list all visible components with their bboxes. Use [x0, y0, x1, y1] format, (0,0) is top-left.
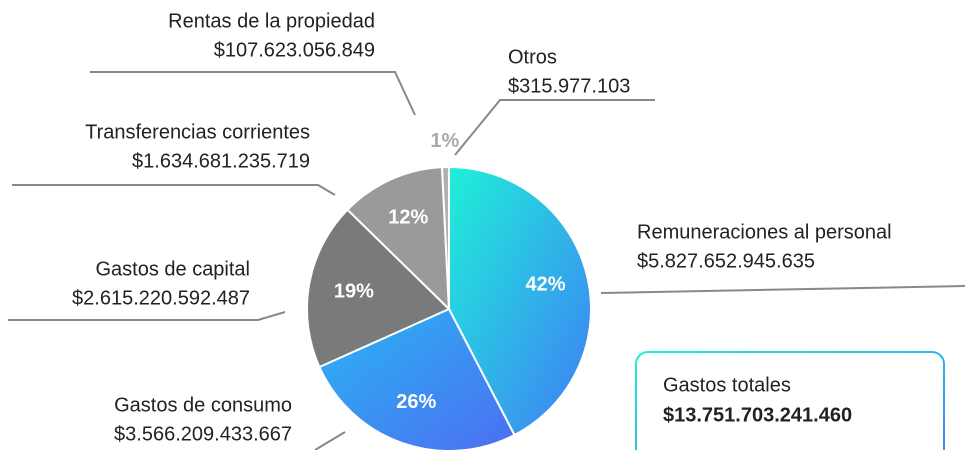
leader-line: [12, 184, 336, 196]
slice-amount: $107.623.056.849: [214, 39, 375, 61]
pie-slice: [306, 208, 451, 369]
slice-percent: 19%: [334, 280, 374, 302]
pie-slice: [318, 307, 516, 450]
slice-amount: $315.977.103: [508, 75, 630, 97]
slice-amount: $5.827.652.945.635: [637, 250, 815, 272]
slice-percent: 1%: [430, 130, 459, 152]
leader-line: [454, 99, 655, 156]
leader-line: [8, 311, 286, 321]
leader-line: [600, 285, 966, 294]
slice-amount: $3.566.209.433.667: [114, 423, 292, 445]
slice-percent: 26%: [396, 391, 436, 413]
total-value: $13.751.703.241.460: [663, 404, 852, 426]
pie-slice: [448, 165, 593, 437]
slice-amount: $2.615.220.592.487: [72, 287, 250, 309]
total-label: Gastos totales: [663, 374, 791, 396]
slice-label: Gastos de consumo: [114, 394, 292, 416]
slice-label: Otros: [508, 46, 557, 68]
slice-percent: 42%: [526, 274, 566, 296]
pie-slice: [346, 166, 451, 312]
slice-amount: $1.634.681.235.719: [132, 150, 310, 172]
total-box: [635, 351, 945, 450]
slice-label: Transferencias corrientes: [85, 121, 310, 143]
slice-label: Rentas de la propiedad: [168, 10, 375, 32]
leader-line: [90, 71, 416, 116]
slice-label: Remuneraciones al personal: [637, 221, 892, 243]
slice-label: Gastos de capital: [95, 258, 250, 280]
slice-percent: 12%: [388, 207, 428, 229]
leader-line: [314, 431, 346, 450]
